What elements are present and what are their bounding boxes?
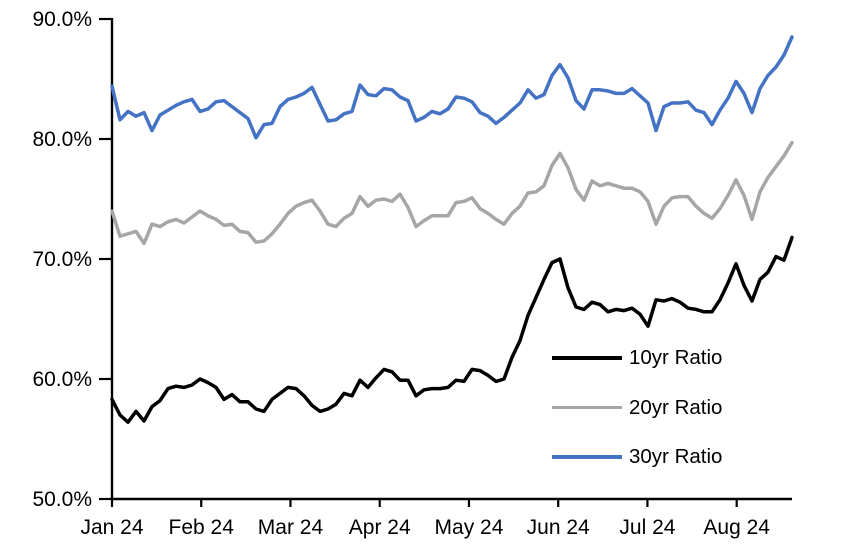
legend-label-30yr: 30yr Ratio [629, 445, 723, 468]
y-tick-label: 90.0% [32, 8, 92, 31]
x-tick-label: Apr 24 [349, 516, 411, 539]
legend-label-20yr: 20yr Ratio [629, 395, 723, 419]
x-tick-label: Mar 24 [258, 516, 324, 539]
legend-item-20yr-ratio: 20yr Ratio [552, 394, 722, 422]
x-tick-label: May 24 [435, 516, 504, 539]
x-tick-label: Feb 24 [169, 516, 235, 539]
series-line-10yr-ratio [110, 235, 794, 424]
x-tick-label: Jul 24 [619, 516, 675, 539]
y-tick-label: 80.0% [32, 128, 92, 151]
series-line-30yr-ratio [110, 35, 794, 140]
legend-swatch-30yr [552, 455, 622, 459]
x-tick-label: Aug 24 [703, 516, 770, 539]
x-tick-label: Jun 24 [527, 516, 590, 539]
y-tick-label: 70.0% [32, 248, 92, 271]
legend-item-30yr-ratio: 30yr Ratio [552, 443, 722, 471]
y-tick-label: 50.0% [32, 488, 92, 511]
legend-item-10yr-ratio: 10yr Ratio [552, 344, 722, 372]
y-tick-label: 60.0% [32, 368, 92, 391]
legend-swatch-20yr [552, 405, 622, 410]
x-tick-label: Jan 24 [80, 516, 143, 539]
legend-swatch-10yr [552, 356, 622, 360]
series-line-20yr-ratio [110, 140, 794, 246]
legend-label-10yr: 10yr Ratio [629, 346, 723, 369]
legend: 10yr Ratio 20yr Ratio 30yr Ratio [552, 344, 722, 471]
